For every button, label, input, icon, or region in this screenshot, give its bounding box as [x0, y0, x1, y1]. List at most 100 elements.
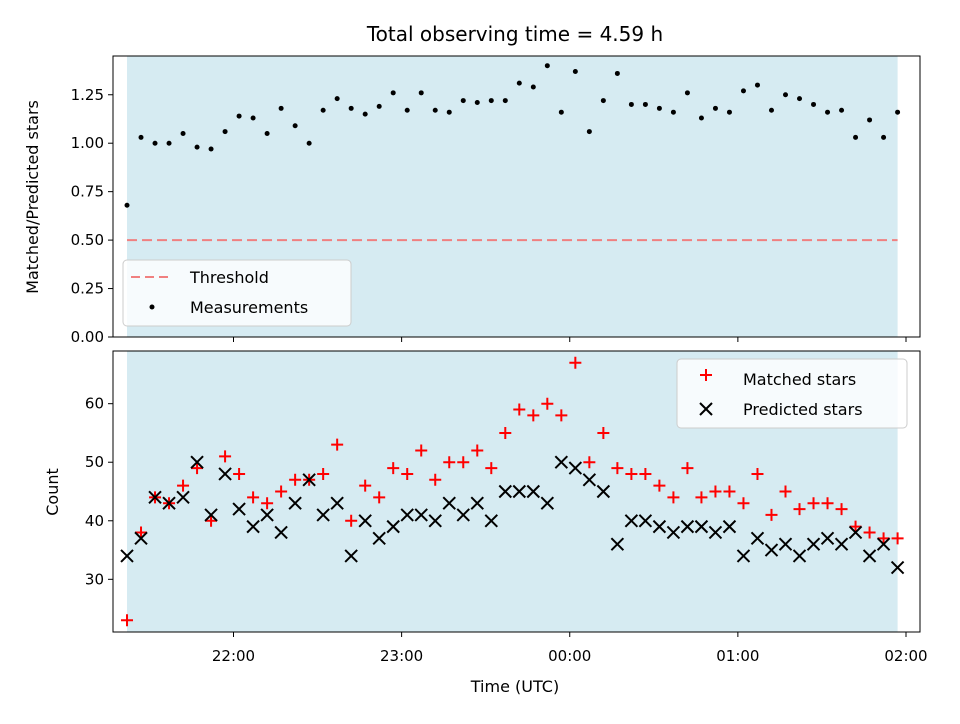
matched-star-marker: [835, 503, 848, 516]
legend-matched-label: Matched stars: [743, 370, 856, 389]
predicted-star-marker: [414, 508, 428, 522]
top-y-tick-label: 0.00: [71, 328, 104, 346]
matched-star-marker: [485, 462, 498, 475]
measurement-point: [488, 98, 494, 104]
matched-star-marker: [471, 444, 484, 457]
matched-star-marker: [345, 514, 358, 527]
predicted-star-marker: [400, 508, 414, 522]
measurement-point: [418, 90, 424, 96]
measurement-point: [783, 92, 788, 98]
legend-measurements-swatch: [149, 304, 155, 310]
matched-star-marker: [429, 473, 442, 486]
measurement-point: [881, 134, 887, 140]
matched-star-marker: [233, 467, 246, 480]
legend-predicted-label: Predicted stars: [743, 400, 863, 419]
predicted-stars-markers: [120, 455, 905, 575]
matched-star-marker: [457, 456, 470, 469]
predicted-star-marker: [708, 525, 723, 540]
measurement-point: [726, 109, 732, 115]
matched-star-marker: [709, 485, 722, 498]
predicted-star-marker: [890, 560, 905, 575]
measurement-point: [152, 140, 158, 146]
measurement-points: [124, 63, 901, 208]
matched-star-marker: [891, 532, 904, 545]
measurement-point: [754, 82, 760, 88]
measurement-point: [740, 88, 746, 94]
x-axis-label: Time (UTC): [470, 677, 559, 696]
top-panel: 0.00 0.25 0.50 0.75 1.00 1.25 Matched/Predict…: [23, 55, 921, 346]
predicted-star-marker: [470, 496, 484, 510]
predicted-star-marker: [372, 531, 386, 546]
predicted-star-marker: [456, 508, 470, 522]
matched-star-marker: [289, 473, 302, 486]
measurement-point: [264, 131, 270, 137]
measurement-point: [194, 144, 200, 150]
matched-star-marker: [737, 497, 750, 510]
bottom-x-tick-label: 02:00: [884, 647, 927, 665]
measurement-point: [614, 70, 620, 76]
predicted-star-marker: [806, 537, 821, 551]
matched-star-marker: [555, 409, 568, 422]
matched-star-marker: [639, 467, 652, 480]
bottom-y-tick-label: 60: [85, 395, 104, 413]
matched-star-marker: [443, 456, 456, 469]
predicted-star-marker: [526, 484, 541, 499]
measurement-point: [446, 109, 452, 115]
measurement-point: [320, 107, 326, 113]
matched-star-marker: [821, 497, 834, 510]
predicted-star-marker: [540, 496, 555, 510]
predicted-star-marker: [260, 508, 274, 522]
bottom-panel: 30 40 50 60 22:00 23:00 00:00 01:00 02:00 Count…: [43, 350, 928, 696]
matched-star-marker: [625, 467, 638, 480]
measurement-point: [558, 109, 564, 115]
matched-star-marker: [569, 356, 582, 369]
measurement-point: [292, 123, 298, 129]
predicted-star-marker: [484, 514, 498, 528]
matched-star-marker: [205, 514, 218, 527]
measurement-point: [530, 84, 536, 90]
measurement-point: [432, 107, 438, 113]
measurement-point: [586, 129, 592, 135]
measurement-point: [656, 105, 662, 111]
predicted-star-marker: [666, 525, 681, 540]
predicted-star-marker: [316, 508, 330, 522]
legend-threshold-label: Threshold: [189, 268, 269, 287]
measurement-point: [600, 98, 606, 104]
top-axes-frame: [112, 55, 921, 338]
measurement-point: [628, 101, 634, 107]
predicted-star-marker: [848, 525, 863, 540]
measurement-point: [642, 101, 648, 107]
predicted-star-marker: [232, 502, 246, 516]
predicted-star-marker: [512, 484, 527, 499]
predicted-star-marker: [764, 543, 779, 557]
bottom-y-tick-label: 30: [85, 570, 104, 588]
predicted-star-marker: [162, 496, 176, 510]
measurement-point: [250, 115, 256, 121]
top-y-tick-label: 0.25: [71, 280, 104, 298]
predicted-star-marker: [442, 496, 456, 510]
matched-star-marker: [779, 485, 792, 498]
measurement-point: [853, 134, 859, 140]
predicted-star-marker: [218, 467, 232, 481]
legend-matched-swatch: [700, 369, 712, 381]
measurement-point: [544, 63, 550, 69]
figure-title: Total observing time = 4.59 h: [366, 22, 663, 46]
matched-star-marker: [653, 479, 666, 492]
measurement-point: [502, 98, 508, 104]
matched-star-marker: [723, 485, 736, 498]
predicted-star-marker: [596, 484, 611, 499]
predicted-star-marker: [176, 490, 190, 505]
predicted-star-marker: [680, 519, 695, 534]
matched-star-marker: [219, 450, 232, 463]
legend-measurements-label: Measurements: [190, 298, 308, 317]
matched-star-marker: [849, 520, 862, 533]
predicted-star-marker: [876, 537, 891, 551]
predicted-star-marker: [288, 496, 302, 510]
predicted-star-marker: [736, 549, 751, 563]
measurement-point: [362, 111, 368, 117]
matched-star-marker: [135, 526, 148, 539]
matched-star-marker: [583, 456, 596, 469]
measurement-point: [768, 107, 774, 113]
predicted-star-marker: [750, 531, 765, 546]
matched-star-marker: [261, 497, 274, 510]
